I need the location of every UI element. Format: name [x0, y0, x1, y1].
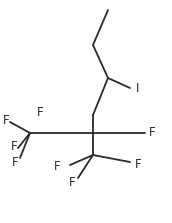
Text: F: F: [135, 159, 141, 171]
Text: F: F: [37, 105, 43, 118]
Text: F: F: [149, 126, 155, 140]
Text: F: F: [11, 140, 17, 153]
Text: F: F: [12, 157, 18, 169]
Text: F: F: [54, 159, 60, 173]
Text: F: F: [69, 176, 75, 188]
Text: I: I: [136, 81, 140, 95]
Text: F: F: [3, 114, 9, 126]
